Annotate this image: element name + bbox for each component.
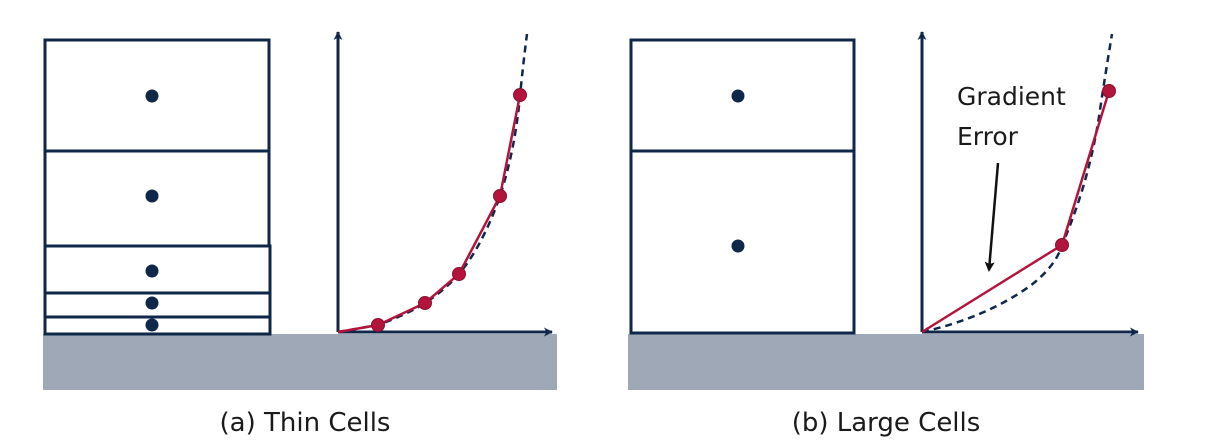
sample-point-a-2 [418,296,432,310]
caption-thin-cells: (a) Thin Cells [219,408,391,438]
sample-point-b-2 [1102,84,1116,98]
cell-b-2 [629,149,856,335]
panel-a [43,31,557,390]
exact-curve-a [337,33,529,334]
cell-center-a-3 [145,264,159,278]
sample-point-a-4 [493,189,507,203]
exact-curve-b [921,33,1114,334]
cell-center-a-2 [145,189,159,203]
gradient-error-arrow [984,162,1000,272]
cell-center-b-2 [731,239,745,253]
sample-point-b-1 [1055,238,1069,252]
cell-center-a-5 [145,318,159,332]
sample-point-a-1 [371,318,385,332]
sample-point-a-5 [513,88,527,102]
cell-centers-a [145,89,159,332]
cell-stack-b [629,38,856,335]
caption-large-cells: (b) Large Cells [791,408,981,438]
cell-stack-a [43,38,272,336]
cell-center-a-4 [145,296,159,310]
sample-point-a-3 [452,267,466,281]
ground-strip-b [628,334,1144,390]
gradient-error-label-line1: Gradient [957,82,1066,111]
cell-center-a-1 [145,89,159,103]
gradient-error-label-line2: Error [957,122,1018,151]
cell-centers-b [731,89,745,253]
panel-b [628,31,1144,390]
sample-points-b [1055,84,1116,252]
cell-a-5 [43,315,272,336]
ground-strip-a [43,334,557,390]
sample-points-a [371,88,527,332]
cell-center-b-1 [731,89,745,103]
